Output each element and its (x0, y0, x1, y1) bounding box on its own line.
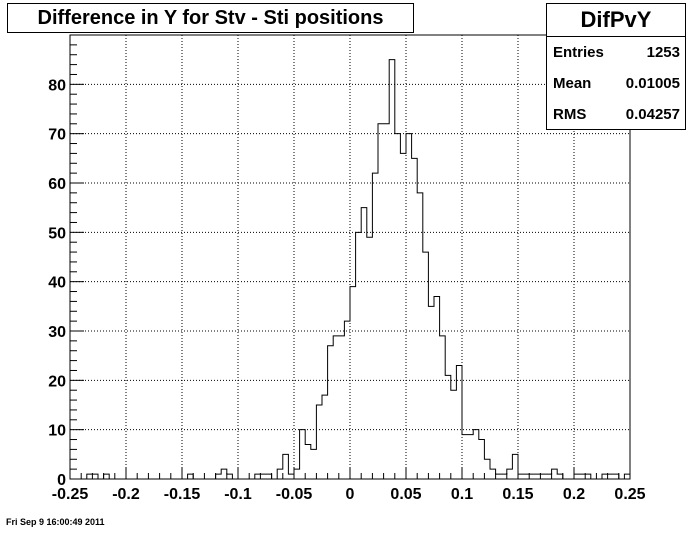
stats-row-entries: Entries 1253 (547, 37, 685, 68)
histogram-line (70, 59, 630, 480)
y-axis-tick-labels: 0 10 20 30 40 50 60 70 80 (48, 77, 66, 489)
stats-box: DifPvY Entries 1253 Mean 0.01005 RMS 0.0… (546, 3, 686, 130)
stats-row-rms: RMS 0.04257 (547, 99, 685, 130)
stats-histogram-name: DifPvY (547, 4, 685, 37)
x-tick-label: 0.25 (614, 486, 645, 503)
x-axis-tick-labels: -0.25 -0.2 -0.15 -0.1 -0.05 0 0.05 0.1 0.15 0.2 0.… (52, 486, 646, 503)
stats-row-mean: Mean 0.01005 (547, 68, 685, 99)
x-tick-label: 0 (346, 486, 355, 503)
stats-value: 0.01005 (625, 75, 680, 92)
plot-title: Difference in Y for Stv - Sti positions (7, 3, 414, 33)
stats-value: 1253 (646, 44, 680, 61)
x-tick-label: -0.05 (276, 486, 313, 503)
y-tick-label: 70 (48, 127, 66, 144)
y-tick-label: 10 (48, 423, 66, 440)
stats-label: Mean (553, 75, 592, 92)
x-tick-label: 0.2 (563, 486, 585, 503)
y-tick-label: 60 (48, 176, 66, 193)
y-tick-label: 0 (57, 472, 66, 489)
y-tick-label: 50 (48, 225, 66, 242)
x-tick-label: -0.1 (224, 486, 252, 503)
timestamp: Fri Sep 9 16:00:49 2011 (6, 517, 105, 527)
stats-value: 0.04257 (625, 106, 680, 123)
stats-label: RMS (553, 106, 587, 123)
x-tick-label: 0.1 (451, 486, 473, 503)
stats-label: Entries (553, 44, 604, 61)
y-tick-label: 30 (48, 324, 66, 341)
y-tick-label: 20 (48, 373, 66, 390)
x-tick-label: -0.2 (112, 486, 140, 503)
x-tick-label: -0.15 (164, 486, 201, 503)
y-tick-label: 40 (48, 275, 66, 292)
y-tick-label: 80 (48, 77, 66, 94)
x-tick-label: 0.15 (502, 486, 533, 503)
axis-ticks (69, 44, 631, 480)
x-tick-label: 0.05 (390, 486, 421, 503)
x-tick-label: -0.25 (52, 486, 89, 503)
